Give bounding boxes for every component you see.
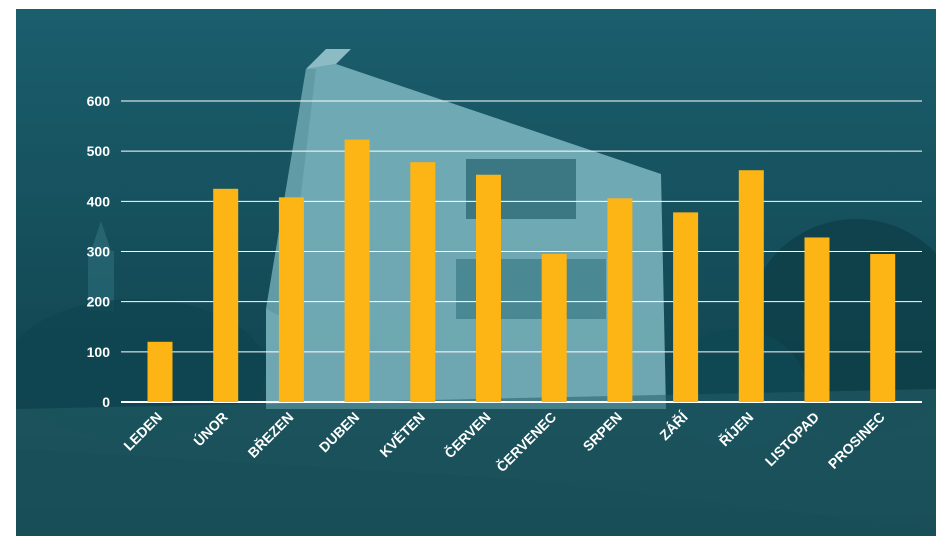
bar xyxy=(410,162,436,402)
chart-frame: 0 100 200 300 400 500 600 LEDEN ÚNOR BŘEZEN DUBEN… xyxy=(16,9,936,536)
bar xyxy=(541,254,567,402)
y-tick-label: 0 xyxy=(102,394,110,410)
bar xyxy=(673,212,699,402)
y-tick-label: 500 xyxy=(87,143,111,159)
bar xyxy=(147,341,173,402)
y-tick-label: 100 xyxy=(87,344,111,360)
bar xyxy=(213,188,239,402)
y-tick-label: 600 xyxy=(87,93,111,109)
y-tick-label: 200 xyxy=(87,294,111,310)
bars xyxy=(147,139,896,402)
y-tick-label: 400 xyxy=(87,193,111,209)
bar xyxy=(278,197,304,402)
bar xyxy=(870,254,896,402)
y-axis: 0 100 200 300 400 500 600 xyxy=(87,93,111,410)
bar xyxy=(344,139,370,402)
bar xyxy=(738,170,764,402)
bar xyxy=(804,237,830,402)
y-tick-label: 300 xyxy=(87,244,111,260)
gridlines xyxy=(121,100,922,403)
bar xyxy=(607,198,633,402)
bar xyxy=(476,174,501,402)
